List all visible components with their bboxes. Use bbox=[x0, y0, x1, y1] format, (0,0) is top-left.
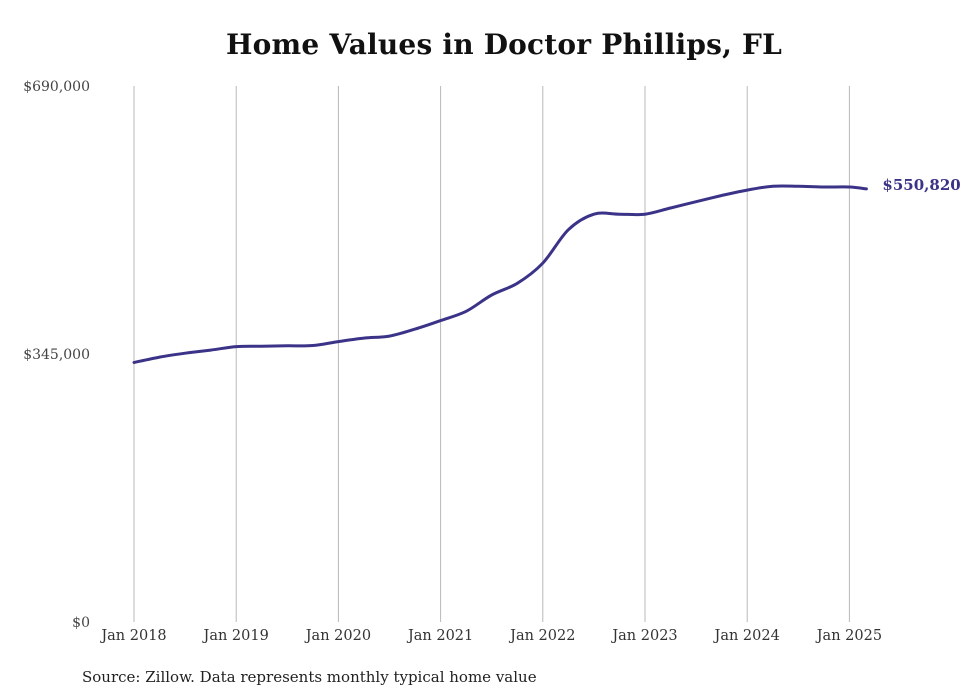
x-tick-label: Jan 2018 bbox=[99, 628, 166, 644]
x-tick-label: Jan 2020 bbox=[304, 628, 371, 644]
chart-title: Home Values in Doctor Phillips, FL bbox=[226, 28, 782, 61]
annotation-layer: $550,820 bbox=[882, 176, 960, 194]
x-tick-label: Jan 2019 bbox=[202, 628, 269, 644]
y-tick-label: $0 bbox=[72, 615, 90, 631]
x-tick-label: Jan 2024 bbox=[713, 628, 780, 644]
end-value-label: $550,820 bbox=[882, 176, 960, 194]
y-axis-ticks: $0 $345,000 $690,000 bbox=[23, 79, 90, 631]
x-axis-ticks: Jan 2018 Jan 2019 Jan 2020 Jan 2021 Jan 2022… bbox=[99, 628, 882, 644]
y-tick-label: $345,000 bbox=[23, 347, 90, 363]
x-tick-label: Jan 2021 bbox=[406, 628, 473, 644]
x-tick-label: Jan 2025 bbox=[815, 628, 882, 644]
x-tick-label: Jan 2023 bbox=[610, 628, 677, 644]
x-tick-label: Jan 2022 bbox=[508, 628, 575, 644]
source-note: Source: Zillow. Data represents monthly … bbox=[82, 668, 537, 686]
series-layer bbox=[132, 184, 868, 364]
y-tick-label: $690,000 bbox=[23, 79, 90, 95]
grid-lines bbox=[133, 86, 850, 622]
home-value-line bbox=[132, 184, 868, 364]
